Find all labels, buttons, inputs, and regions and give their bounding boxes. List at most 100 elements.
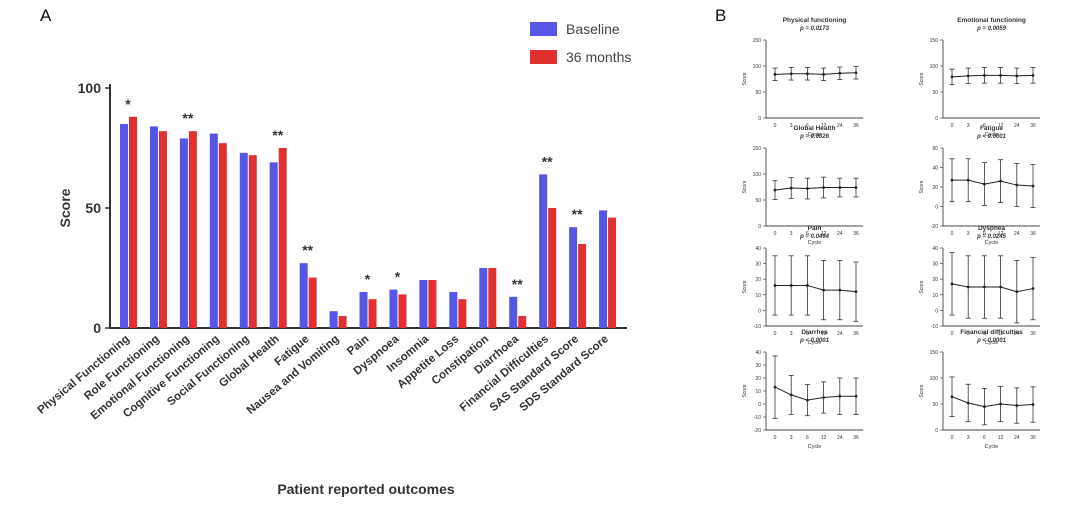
data-point xyxy=(773,385,777,389)
subplot-x-label: Cycle xyxy=(808,132,822,138)
subplot-x-tick-label: 3 xyxy=(967,123,970,129)
subplot-y-tick-label: 150 xyxy=(753,38,762,44)
data-point xyxy=(773,188,777,192)
data-point xyxy=(999,402,1002,406)
subplot-y-tick-label: 20 xyxy=(932,277,938,283)
subplot-y-tick-label: 20 xyxy=(755,376,761,382)
subplot-x-tick-label: 36 xyxy=(1030,331,1036,337)
subplot-y-label: Score xyxy=(742,72,748,85)
subplot-x-tick-label: 6 xyxy=(983,435,986,441)
subplot-y-tick-label: 30 xyxy=(755,363,761,369)
subplot-x-tick-label: 12 xyxy=(998,435,1004,441)
subplot-y-tick-label: 100 xyxy=(753,172,762,178)
data-point xyxy=(838,394,842,398)
bar-36-months xyxy=(278,148,287,328)
subplot-title: Global Health xyxy=(794,125,836,132)
data-point xyxy=(806,187,809,190)
subplot-x-tick-label: 3 xyxy=(790,435,793,441)
subplot-x-tick-label: 6 xyxy=(806,331,809,337)
subplot-title: Emotional functioning xyxy=(957,17,1026,24)
data-point xyxy=(789,393,793,397)
subplot-y-tick-label: 150 xyxy=(930,350,939,356)
y-tick-label: 100 xyxy=(78,80,102,96)
subplot-x-tick-label: 24 xyxy=(1014,331,1020,337)
subplot-emotional-functioning: Emotional functioning p = 0.0059 0 50 100 150… xyxy=(919,17,1040,138)
subplot-title: Dyspnea xyxy=(978,225,1005,232)
subplot-x-tick-label: 36 xyxy=(853,231,859,237)
data-point xyxy=(1031,287,1035,290)
legend-label: 36 months xyxy=(566,49,631,65)
data-point xyxy=(822,186,825,189)
series-line xyxy=(951,283,1034,293)
subplot-y-tick-label: 40 xyxy=(755,350,761,356)
subplot-x-tick-label: 24 xyxy=(837,123,843,129)
data-point xyxy=(1031,73,1035,77)
bar-baseline xyxy=(299,263,308,328)
subplot-y-tick-label: 150 xyxy=(753,146,762,152)
data-point xyxy=(806,284,809,287)
subplot-x-label: Cycle xyxy=(808,240,822,246)
subplot-x-tick-label: 0 xyxy=(951,123,954,129)
subplot-financial-difficulties: Financial difficulties p < 0.0001 0 50 100 15… xyxy=(919,329,1040,450)
bar-baseline xyxy=(509,296,518,328)
bar-36-months xyxy=(368,299,377,328)
subplot-y-tick-label: 30 xyxy=(932,262,938,268)
subplot-y-label: Score xyxy=(742,180,748,193)
bar-36-months xyxy=(578,244,587,328)
data-point xyxy=(854,290,858,294)
subplot-x-label: Cycle xyxy=(808,340,822,346)
subplot-y-tick-label: 40 xyxy=(755,246,761,252)
bar-36-months xyxy=(398,294,407,328)
subplot-x-tick-label: 12 xyxy=(821,123,827,129)
data-point xyxy=(838,288,842,292)
subplot-x-label: Cycle xyxy=(808,444,822,450)
data-point xyxy=(838,71,842,75)
bar-36-months xyxy=(548,208,557,328)
subplot-x-tick-label: 6 xyxy=(983,123,986,129)
subplot-y-label: Score xyxy=(919,384,925,397)
subplot-x-tick-label: 6 xyxy=(806,123,809,129)
subplot-y-tick-label: 60 xyxy=(932,146,938,152)
series-line xyxy=(775,284,857,293)
subplot-title: Financial difficulties xyxy=(960,329,1023,336)
subplot-x-tick-label: 0 xyxy=(774,435,777,441)
significance-marker: * xyxy=(365,271,371,287)
subplot-y-tick-label: 0 xyxy=(935,428,938,434)
data-point xyxy=(1015,290,1019,294)
subplot-x-tick-label: 0 xyxy=(951,331,954,337)
data-point xyxy=(838,186,842,189)
subplot-pvalue: p = 0.0059 xyxy=(976,26,1007,32)
subplot-x-tick-label: 24 xyxy=(837,231,843,237)
series-line xyxy=(951,74,1034,78)
subplot-y-tick-label: 10 xyxy=(932,293,938,299)
series-line xyxy=(952,179,1034,187)
subplot-title: Diarrhea xyxy=(801,329,828,336)
data-point xyxy=(966,401,970,405)
subplot-x-label: Cycle xyxy=(985,444,999,450)
series-line xyxy=(774,72,857,75)
subplot-x-tick-label: 0 xyxy=(951,435,954,441)
subplot-x-tick-label: 36 xyxy=(1030,435,1036,441)
subplot-x-tick-label: 36 xyxy=(853,331,859,337)
series-line xyxy=(774,386,856,401)
subplot-y-tick-label: 100 xyxy=(930,64,939,70)
subplot-x-tick-label: 3 xyxy=(967,331,970,337)
subplot-x-tick-label: 36 xyxy=(853,123,859,129)
subplot-y-tick-label: 0 xyxy=(758,402,761,408)
subplot-x-tick-label: 12 xyxy=(998,123,1004,129)
subplot-y-tick-label: -20 xyxy=(931,224,938,230)
subplot-y-tick-label: 10 xyxy=(755,293,761,299)
significance-marker: ** xyxy=(272,127,283,143)
y-axis-label: Score xyxy=(57,188,73,227)
bar-36-months xyxy=(188,131,197,328)
y-tick-label: 0 xyxy=(93,320,101,336)
data-point xyxy=(854,394,858,398)
data-point xyxy=(806,72,809,76)
subplot-y-tick-label: 0 xyxy=(935,116,938,122)
bar-36-months xyxy=(338,316,347,328)
data-point xyxy=(1031,184,1035,188)
bar-baseline xyxy=(569,227,578,328)
data-point xyxy=(789,284,793,287)
